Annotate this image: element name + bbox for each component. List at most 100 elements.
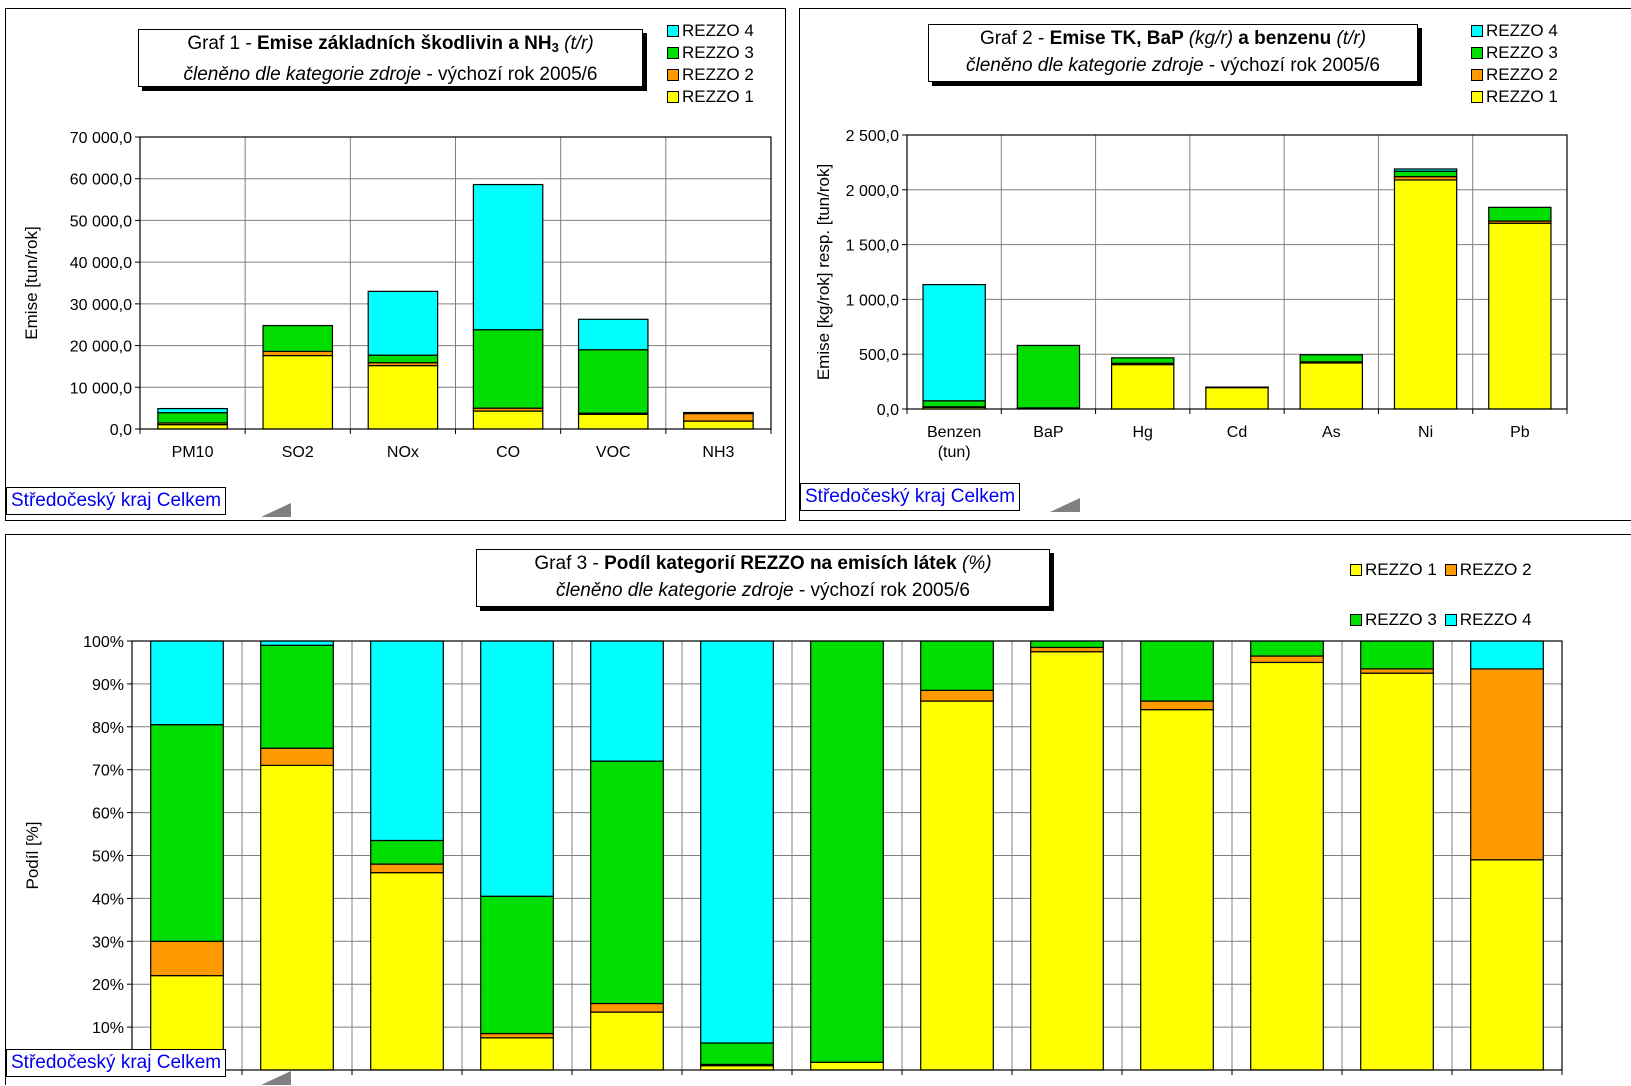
legend-swatch: [1471, 47, 1483, 59]
legend-swatch: [1471, 69, 1483, 81]
x-tick-label: CO: [496, 444, 520, 461]
bar-segment: [684, 413, 753, 414]
bar-segment: [811, 1062, 884, 1070]
bar-segment: [263, 356, 332, 429]
graf3-title: Graf 3 - Podíl kategorií REZZO na emisíc…: [477, 550, 1049, 577]
legend-swatch: [1471, 91, 1483, 103]
graf3-legend: REZZO 1 REZZO 2 REZZO 3 REZZO 4: [1350, 559, 1540, 631]
bar-segment: [1206, 388, 1268, 409]
bar-segment: [921, 641, 994, 690]
legend-swatch: [667, 91, 679, 103]
y-tick-label: 30%: [92, 934, 124, 951]
x-tick-label: PM10: [172, 444, 214, 461]
y-axis-label: Podíl [%]: [23, 821, 42, 889]
bar-segment: [701, 1066, 774, 1070]
graf1-subtitle: členěno dle kategorie zdroje - výchozí r…: [139, 61, 642, 88]
x-tick-label: Pb: [1510, 424, 1530, 441]
legend-item-rezzo3: REZZO 3: [667, 42, 754, 64]
bar-segment: [811, 641, 884, 1062]
bar-segment: [151, 725, 224, 942]
bar-segment: [473, 185, 542, 330]
y-tick-label: 1 000,0: [846, 292, 899, 309]
bar-segment: [684, 414, 753, 422]
bar-segment: [261, 645, 334, 748]
legend-item-rezzo2: REZZO 2: [1471, 64, 1558, 86]
bar-segment: [1141, 641, 1214, 701]
bar-segment: [923, 401, 985, 407]
graf3-title-box: Graf 3 - Podíl kategorií REZZO na emisíc…: [476, 549, 1050, 607]
bar-segment: [1017, 345, 1079, 407]
bar-segment: [1141, 710, 1214, 1070]
legend-swatch: [667, 47, 679, 59]
y-tick-label: 500,0: [859, 347, 899, 364]
bar-segment: [368, 366, 437, 429]
bar-segment: [579, 319, 648, 349]
x-tick-label: SO2: [282, 444, 314, 461]
bar-segment: [158, 413, 227, 423]
region-label: Středočeský kraj Celkem: [6, 487, 226, 515]
bar-segment: [1471, 669, 1544, 860]
bar-segment: [158, 425, 227, 429]
bar-segment: [261, 765, 334, 1070]
bar-segment: [481, 641, 554, 896]
bar-segment: [1112, 358, 1174, 363]
bar-segment: [481, 896, 554, 1033]
y-tick-label: 2 500,0: [846, 128, 899, 145]
y-tick-label: 70 000,0: [70, 130, 132, 147]
graf3-subtitle: členěno dle kategorie zdroje - výchozí r…: [477, 577, 1049, 604]
bar-segment: [1141, 701, 1214, 710]
bar-segment: [481, 1034, 554, 1038]
bar-segment: [1489, 207, 1551, 221]
graf2-title-box: Graf 2 - Emise TK, BaP (kg/r) a benzenu …: [928, 24, 1418, 82]
y-tick-label: 30 000,0: [70, 297, 132, 314]
bar-segment: [1300, 355, 1362, 362]
y-tick-label: 1 500,0: [846, 238, 899, 255]
x-tick-label: Cd: [1227, 424, 1247, 441]
label-shadow-tail: [1050, 498, 1080, 512]
y-tick-label: 10%: [92, 1020, 124, 1037]
bar-segment: [371, 840, 444, 864]
y-tick-label: 0,0: [877, 402, 899, 419]
bar-segment: [473, 330, 542, 408]
bar-segment: [684, 421, 753, 429]
y-tick-label: 60 000,0: [70, 172, 132, 189]
bar-segment: [923, 285, 985, 401]
x-tick-label: Ni: [1418, 424, 1433, 441]
bar-segment: [263, 351, 332, 355]
bar-segment: [261, 641, 334, 645]
bar-segment: [371, 873, 444, 1070]
bar-segment: [473, 411, 542, 429]
bar-segment: [921, 701, 994, 1070]
legend-item-rezzo1: REZZO 1: [1471, 86, 1558, 108]
bar-segment: [1251, 656, 1324, 662]
bar-segment: [579, 350, 648, 413]
legend-item-rezzo2: REZZO 2: [667, 64, 754, 86]
bar-segment: [701, 641, 774, 1043]
y-tick-label: 2 000,0: [846, 183, 899, 200]
bar-segment: [158, 409, 227, 413]
bar-segment: [1031, 647, 1104, 651]
y-tick-label: 40%: [92, 891, 124, 908]
bar-segment: [261, 748, 334, 765]
region-label: Středočeský kraj Celkem: [6, 1049, 226, 1077]
bar-segment: [1471, 860, 1544, 1070]
bar-segment: [1300, 363, 1362, 409]
graf1-legend: REZZO 4 REZZO 3 REZZO 2 REZZO 1: [667, 20, 754, 108]
y-axis-label: Emise [tun/rok]: [22, 226, 41, 339]
bar-segment: [1031, 641, 1104, 647]
legend-swatch: [667, 69, 679, 81]
graf1-title-box: Graf 1 - Emise základních škodlivin a NH…: [138, 29, 643, 87]
bar-segment: [1394, 180, 1456, 409]
legend-swatch: [1350, 564, 1362, 576]
legend-item-rezzo4: REZZO 4: [1471, 20, 1558, 42]
bar-segment: [701, 1043, 774, 1064]
plot-area: [907, 135, 1567, 409]
legend-item-rezzo1: REZZO 1: [1350, 560, 1437, 580]
label-shadow-tail: [261, 503, 291, 517]
y-tick-label: 100%: [83, 634, 124, 651]
graf2-title: Graf 2 - Emise TK, BaP (kg/r) a benzenu …: [929, 25, 1417, 52]
bar-segment: [371, 864, 444, 873]
y-tick-label: 10 000,0: [70, 380, 132, 397]
x-tick-label: NH3: [702, 444, 734, 461]
bar-segment: [1394, 171, 1456, 176]
